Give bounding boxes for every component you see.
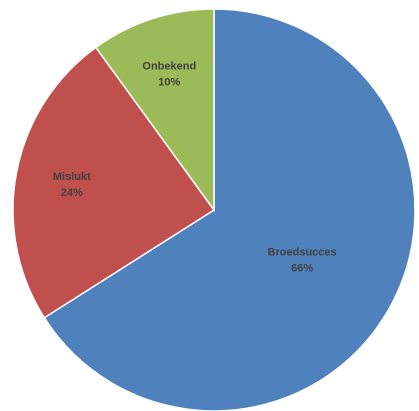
pie-slice-mislukt	[12, 46, 216, 319]
slice-label-onbekend: Onbekend	[142, 60, 196, 72]
slices-layer	[12, 8, 416, 411]
slice-value-onbekend: 10%	[158, 76, 180, 88]
slice-label-mislukt: Mislukt	[53, 171, 91, 183]
slice-value-broedsucces: 66%	[291, 262, 313, 274]
pie-slice-onbekend	[94, 8, 215, 213]
slice-value-mislukt: 24%	[61, 187, 83, 199]
slice-label-broedsucces: Broedsucces	[268, 246, 337, 258]
pie-slice-broedsucces	[43, 8, 416, 411]
labels-layer: Broedsucces 66% Mislukt 24% Onbekend 10%	[53, 60, 337, 274]
